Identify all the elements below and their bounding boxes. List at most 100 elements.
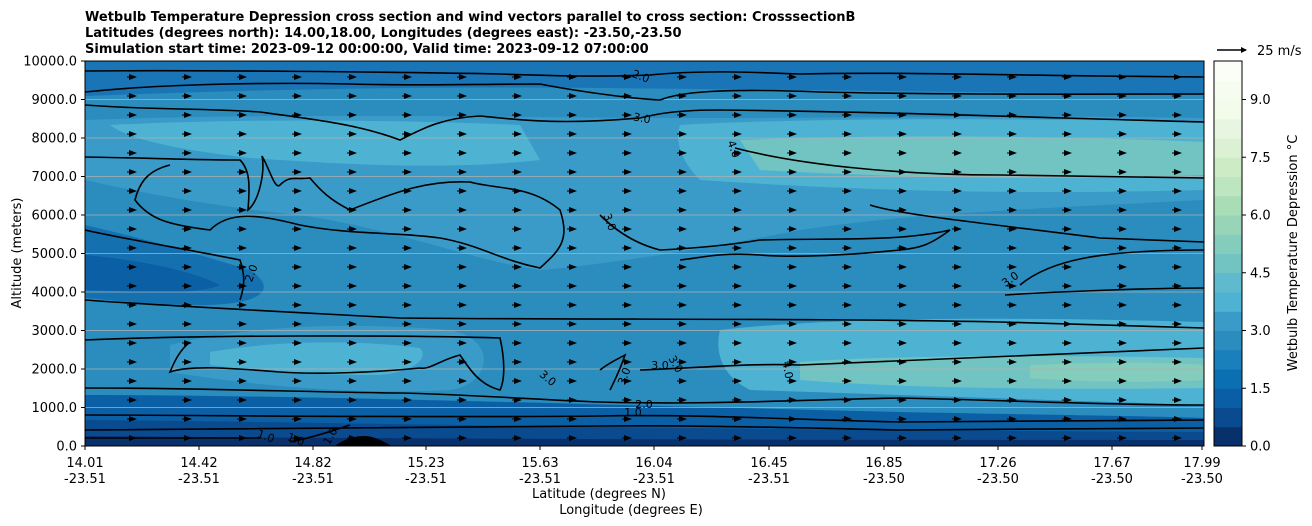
wind-vector-head (239, 283, 247, 289)
wind-vector-head (459, 169, 467, 175)
wind-vector-head (1064, 207, 1072, 213)
wind-vector-head (569, 397, 577, 403)
wind-vector-head (899, 188, 907, 194)
band-left-darker (85, 255, 220, 293)
colorbar-swatch (1214, 118, 1242, 139)
wind-vector-head (1009, 397, 1017, 403)
wind-vector-head (129, 435, 137, 441)
y-axis: 0.0 1000.0 2000.0 3000.0 4000.0 5000.0 6000.0 7… (23, 55, 85, 455)
wind-vector-head (1064, 226, 1072, 232)
wind-vector-head (129, 226, 137, 232)
wind-vector-head (239, 264, 247, 270)
wind-vector-head (624, 188, 632, 194)
wind-vector-head (239, 74, 247, 80)
wind-vector-head (1119, 397, 1127, 403)
contour-label: 3.0 (600, 212, 618, 233)
colorbar-swatch (1214, 369, 1242, 389)
wind-vector-head (1064, 188, 1072, 194)
wind-vector-head (404, 302, 412, 308)
grid-lines (85, 99, 1204, 408)
wind-vector-head (1174, 226, 1182, 232)
wind-vector-head (294, 302, 302, 308)
wind-vector-head (899, 112, 907, 118)
wind-vector-head (514, 397, 522, 403)
wind-vector-head (459, 416, 467, 422)
wind-vector-head (1064, 435, 1072, 441)
wind-vector-head (239, 245, 247, 251)
wind-reference-key: 25 m/s (1217, 44, 1302, 59)
wind-vector-head (789, 321, 797, 327)
contour-line (599, 353, 627, 391)
wind-vector-head (1174, 93, 1182, 99)
wind-vector-head (514, 207, 522, 213)
wind-vector-head (294, 245, 302, 251)
wind-vector-head (1009, 435, 1017, 441)
colorbar-swatch (1214, 272, 1242, 293)
wind-vector-head (184, 435, 192, 441)
wind-vector-head (349, 226, 357, 232)
wind-vector-head (404, 74, 412, 80)
wind-vector-head (404, 169, 412, 175)
wind-vector-head (624, 207, 632, 213)
wind-vector-head (404, 283, 412, 289)
wind-vector-head (679, 302, 687, 308)
wind-vector-head (404, 264, 412, 270)
wind-vector-head (1009, 131, 1017, 137)
wind-vector-head (679, 207, 687, 213)
wind-vector-head (789, 340, 797, 346)
wind-vector-head (184, 131, 192, 137)
colorbar: 0.0 1.5 3.0 4.5 6.0 7.5 9.0 (1213, 60, 1271, 455)
wind-vector-head (1009, 359, 1017, 365)
colorbar-swatch (1214, 311, 1242, 331)
wind-vector-head (734, 283, 742, 289)
x-tick-label-lat: 17.67 (1093, 456, 1130, 471)
wind-vector-head (294, 74, 302, 80)
wind-vector-head (844, 264, 852, 270)
wind-vector-head (844, 302, 852, 308)
wind-vector-head (1009, 302, 1017, 308)
x-tick-label-lon: -23.51 (633, 472, 675, 487)
wind-vector-head (349, 207, 357, 213)
wind-vector-head (349, 283, 357, 289)
wind-vector-head (899, 245, 907, 251)
wind-vector-head (679, 435, 687, 441)
contour-line (599, 214, 951, 261)
colorbar-swatch (1214, 349, 1242, 370)
wind-vector-head (734, 169, 742, 175)
wind-vector-head (954, 359, 962, 365)
wind-vector-head (1009, 321, 1017, 327)
wind-vector-head (899, 131, 907, 137)
wind-vector-head (404, 359, 412, 365)
wind-vector-head (129, 302, 137, 308)
wind-vector-head (1009, 74, 1017, 80)
wind-vector-head (404, 150, 412, 156)
wind-vector-head (239, 435, 247, 441)
colorbar-frame (1213, 60, 1243, 447)
wind-vector-head (569, 74, 577, 80)
wind-vector-head (1119, 435, 1127, 441)
wind-vector-head (1174, 131, 1182, 137)
wind-vector-head (1009, 283, 1017, 289)
wind-vector-head (184, 264, 192, 270)
contour-line (85, 155, 565, 269)
wind-vector-head (294, 112, 302, 118)
wind-vector-head (569, 302, 577, 308)
wind-vector-head (514, 188, 522, 194)
wind-vector-head (239, 378, 247, 384)
y-tick-label: 3000.0 (32, 324, 78, 339)
wind-vector-head (129, 340, 137, 346)
wind-vector-head (789, 169, 797, 175)
x-axis-label-longitude: Longitude (degrees E) (559, 503, 703, 518)
y-tick-label: 9000.0 (32, 93, 78, 108)
wind-vector-head (404, 245, 412, 251)
wind-vector-head (129, 74, 137, 80)
wind-vector-head (954, 150, 962, 156)
wind-vector-head (789, 93, 797, 99)
wind-vector-head (734, 435, 742, 441)
colorbar-tick-label: 6.0 (1250, 209, 1271, 224)
wind-vector-head (954, 264, 962, 270)
wind-vector-head (294, 397, 302, 403)
wind-vector-head (514, 359, 522, 365)
wind-vector-head (624, 131, 632, 137)
title-line-3: Simulation start time: 2023-09-12 00:00:… (85, 42, 649, 57)
